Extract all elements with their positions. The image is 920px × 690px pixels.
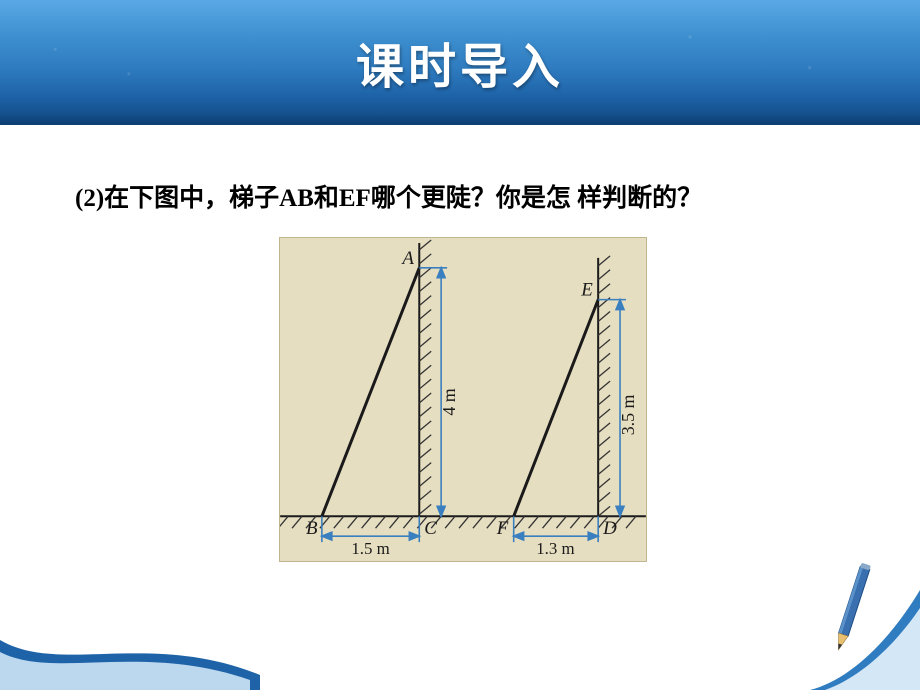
- question-text: (2)在下图中，梯子AB和EF哪个更陡？你是怎 样判断的？: [75, 175, 850, 223]
- label-C: C: [424, 518, 437, 539]
- page-curl-icon: [770, 560, 920, 690]
- left-base-label: 1.5 m: [351, 539, 389, 558]
- right-height-label: 3.5 m: [617, 394, 637, 435]
- slide-body: (2)在下图中，梯子AB和EF哪个更陡？你是怎 样判断的？: [0, 125, 920, 562]
- slide: 课时导入 (2)在下图中，梯子AB和EF哪个更陡？你是怎 样判断的？: [0, 0, 920, 690]
- slide-title: 课时导入: [356, 27, 564, 97]
- label-B: B: [305, 518, 317, 539]
- slide-header: 课时导入: [0, 0, 920, 125]
- left-height-label: 4 m: [439, 388, 459, 415]
- corner-swoosh-icon: [0, 620, 260, 690]
- label-F: F: [495, 518, 508, 539]
- ladder-diagram: 4 m 1.5 m A B C: [279, 237, 647, 562]
- right-base-label: 1.3 m: [536, 539, 574, 558]
- label-E: E: [580, 279, 593, 300]
- label-D: D: [602, 518, 617, 539]
- label-A: A: [400, 247, 414, 268]
- diagram-container: 4 m 1.5 m A B C: [75, 237, 850, 562]
